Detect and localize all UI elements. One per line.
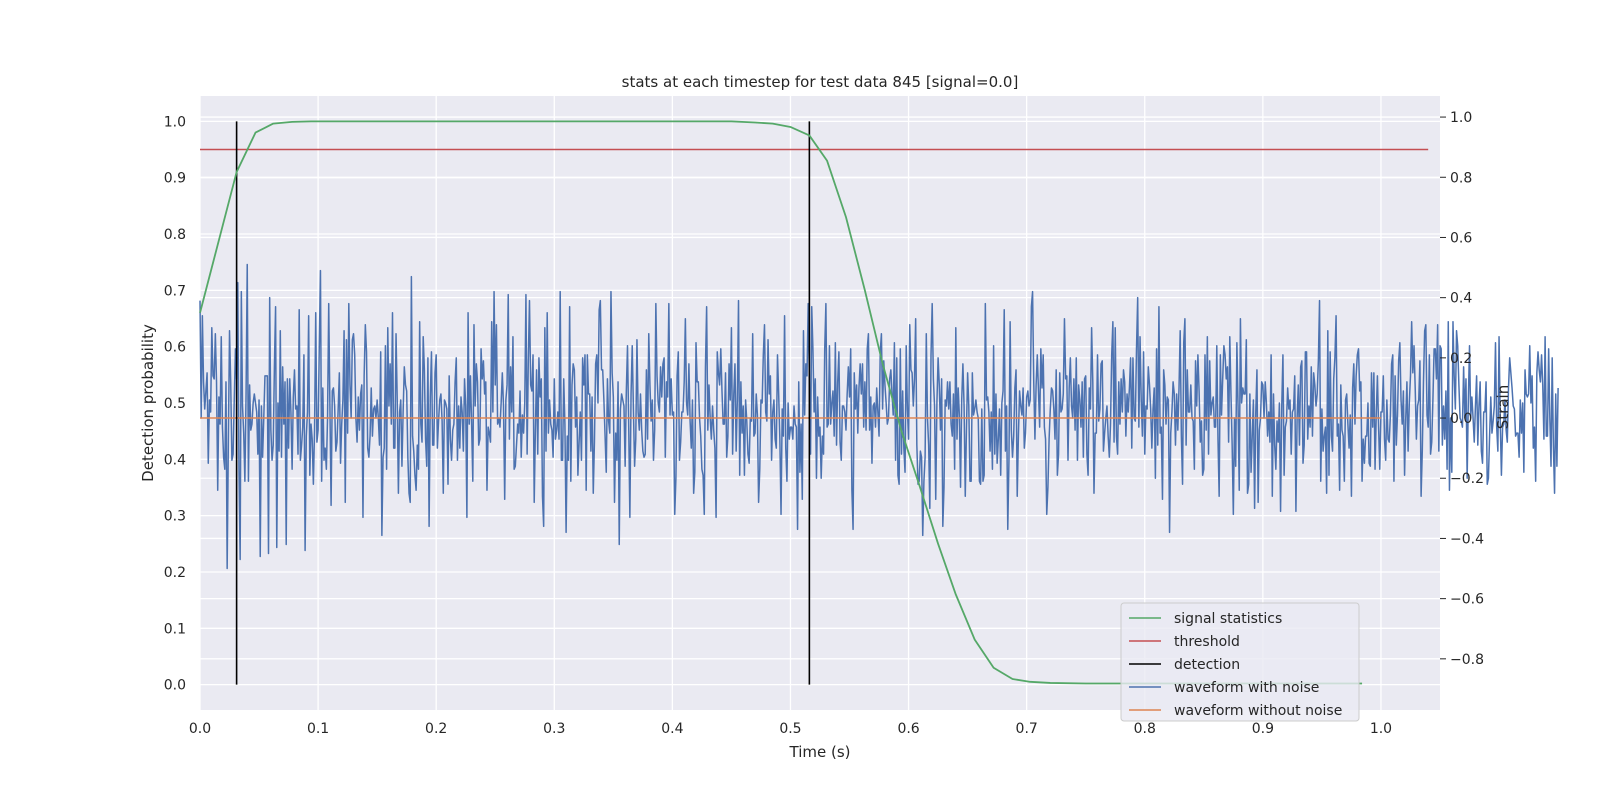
- y-left-tick-label: 0.9: [164, 171, 186, 187]
- x-tick-label: 0.6: [897, 721, 919, 737]
- legend-label: detection: [1174, 657, 1240, 673]
- series-signal-statistics: [199, 120, 1363, 685]
- y-right-tick-label: −0.4: [1450, 531, 1484, 547]
- y-left-tick-label: 0.8: [164, 227, 186, 243]
- y-right-tick-label: 0.8: [1450, 170, 1472, 186]
- series-layer: [199, 120, 1559, 685]
- y-right-tick-label: −0.8: [1450, 652, 1484, 668]
- y-left-tick-label: 0.4: [164, 452, 186, 468]
- legend-box: [1120, 602, 1360, 722]
- y-right-tick-label: −0.6: [1450, 592, 1484, 608]
- legend-label: signal statistics: [1174, 611, 1282, 627]
- y-right-tick-label: −0.2: [1450, 471, 1484, 487]
- y-left-tick-label: 0.3: [164, 509, 186, 525]
- tick-labels: 0.0 0.1 0.2 0.3 0.4 0.5 0.6 0.7 0.8 0.9 1.0 0.0 0.1 0…: [164, 110, 1484, 737]
- x-tick-label: 0.7: [1016, 721, 1038, 737]
- x-tick-label: 0.2: [425, 721, 447, 737]
- x-tick-label: 1.0: [1370, 721, 1392, 737]
- series-waveform-with-noise: [199, 263, 1559, 570]
- legend-label: waveform without noise: [1174, 703, 1342, 719]
- x-tick-label: 0.5: [779, 721, 801, 737]
- y-right-tick-label: 0.6: [1450, 230, 1472, 246]
- x-tick-label: 0.9: [1252, 721, 1274, 737]
- x-tick-label: 0.1: [307, 721, 329, 737]
- legend: signal statistics threshold detection wavef…: [1120, 602, 1360, 722]
- y-axis-right-label: Strain: [1494, 385, 1512, 429]
- y-right-tick-label: 0.4: [1450, 291, 1472, 307]
- legend-label: waveform with noise: [1174, 680, 1319, 696]
- y-left-tick-label: 0.1: [164, 621, 186, 637]
- y-left-tick-label: 0.5: [164, 396, 186, 412]
- y-right-tick-label: 1.0: [1450, 110, 1472, 126]
- y-left-tick-label: 0.0: [164, 678, 186, 694]
- y-left-tick-label: 0.2: [164, 565, 186, 581]
- y-right-tick-label: 0.0: [1450, 411, 1472, 427]
- x-tick-label: 0.0: [189, 721, 211, 737]
- x-tick-label: 0.8: [1134, 721, 1156, 737]
- y-left-tick-label: 0.7: [164, 283, 186, 299]
- chart-title: stats at each timestep for test data 845…: [622, 73, 1019, 91]
- y-axis-left-label: Detection probability: [139, 324, 157, 482]
- x-axis-label: Time (s): [789, 743, 851, 761]
- x-tick-label: 0.4: [661, 721, 683, 737]
- x-tick-label: 0.3: [543, 721, 565, 737]
- legend-label: threshold: [1174, 634, 1240, 650]
- y-left-tick-label: 1.0: [164, 114, 186, 130]
- y-right-tick-label: 0.2: [1450, 351, 1472, 367]
- y-left-tick-label: 0.6: [164, 340, 186, 356]
